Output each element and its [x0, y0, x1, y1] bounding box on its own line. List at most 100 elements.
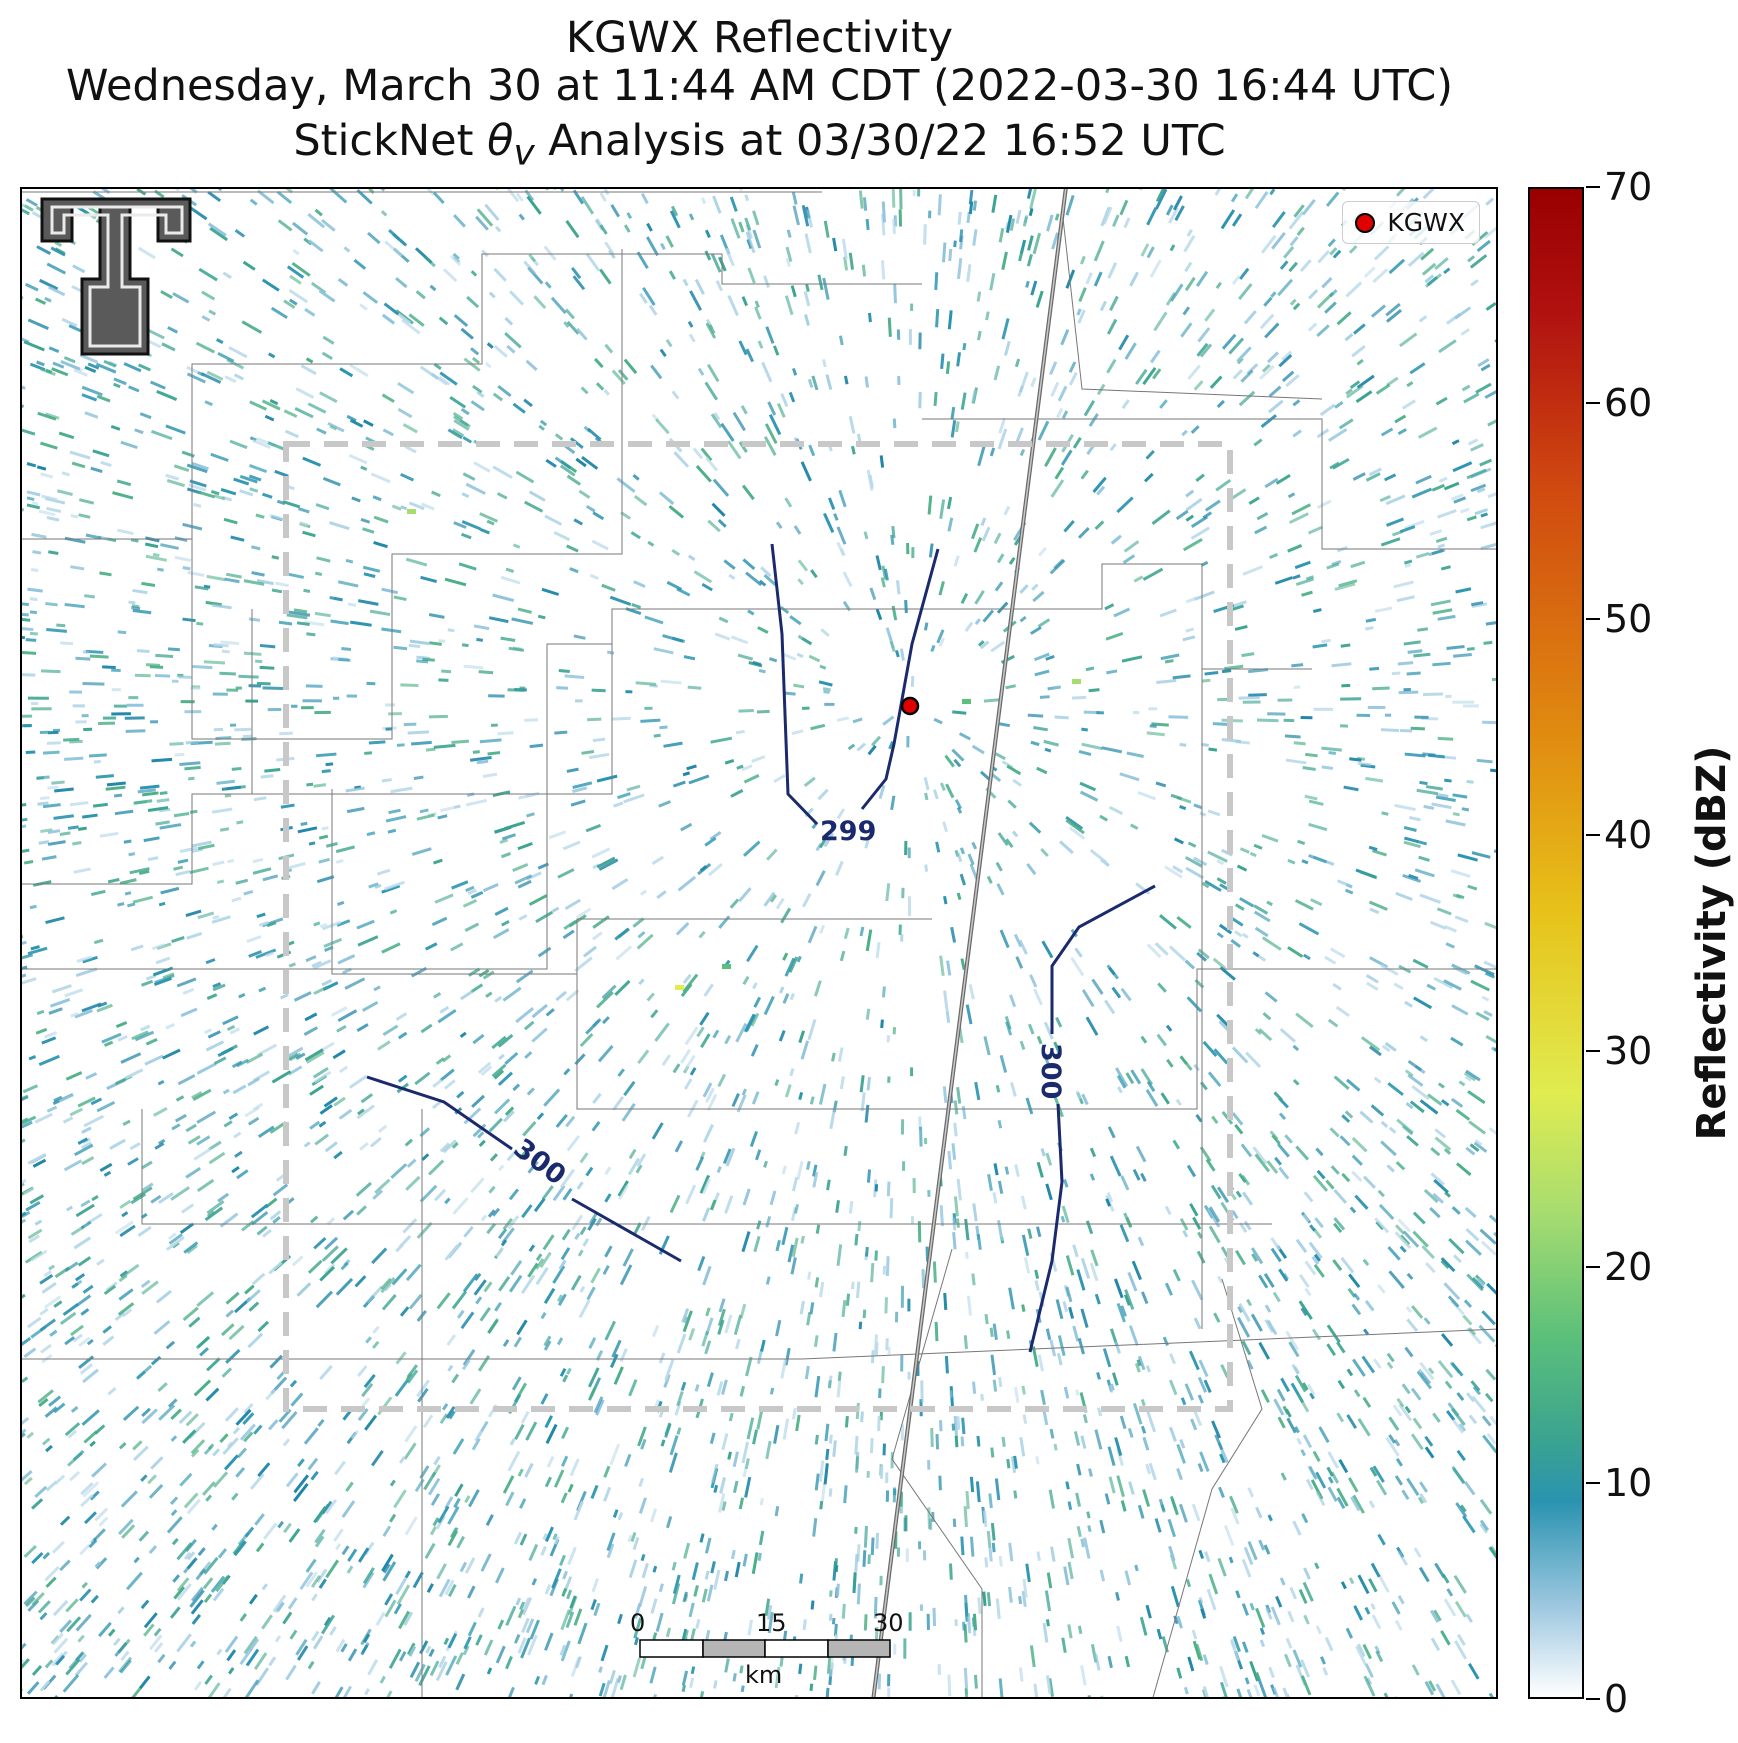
- radar-echo-gate: [148, 1483, 164, 1499]
- radar-echo-gate: [291, 1255, 304, 1267]
- radar-echo-gate: [363, 572, 376, 578]
- radar-echo-gate: [1106, 318, 1118, 335]
- radar-echo-gate: [721, 1432, 729, 1451]
- radar-echo-gate: [38, 1054, 60, 1066]
- radar-echo-gate: [596, 774, 618, 783]
- radar-echo-gate: [1431, 802, 1452, 810]
- radar-echo-gate: [774, 1666, 781, 1689]
- radar-echo-gate: [1387, 1082, 1404, 1096]
- radar-echo-gate: [1184, 1061, 1193, 1071]
- radar-echo-gate: [545, 458, 557, 468]
- radar-echo-gate: [515, 1597, 522, 1606]
- radar-map[interactable]: 299 300 300 KGWX 0 15 30 km: [20, 187, 1498, 1699]
- radar-echo-gate: [798, 1092, 804, 1101]
- radar-echo-gate: [747, 1619, 754, 1636]
- radar-echo-gate: [1281, 350, 1293, 361]
- radar-echo-gate: [162, 972, 175, 980]
- radar-echo-gate: [263, 1522, 278, 1540]
- radar-echo-gate: [54, 787, 74, 793]
- radar-echo-gate: [1213, 1312, 1221, 1323]
- radar-echo-gate: [1378, 1574, 1390, 1593]
- radar-echo-gate: [192, 665, 213, 670]
- radar-echo-gate: [1298, 1300, 1313, 1320]
- radar-echo-gate: [150, 1355, 162, 1366]
- radar-echo-gate: [140, 1160, 153, 1170]
- radar-echo-gate: [372, 1325, 380, 1334]
- radar-echo-gate: [130, 944, 144, 952]
- radar-echo-gate: [1116, 1448, 1124, 1466]
- radar-echo-gate: [26, 496, 35, 502]
- radar-echo-gate: [80, 1220, 92, 1230]
- radar-echo-gate: [167, 326, 179, 334]
- radar-echo-gate: [239, 489, 254, 497]
- radar-echo-gate: [1384, 1042, 1397, 1052]
- radar-echo-gate: [865, 929, 873, 952]
- radar-echo-gate: [1128, 1325, 1139, 1346]
- kgwx-radar-marker[interactable]: [900, 696, 920, 716]
- radar-echo-gate: [259, 665, 275, 670]
- radar-echo-gate: [794, 1694, 799, 1697]
- radar-echo-gate: [219, 671, 236, 676]
- radar-echo-gate: [174, 555, 192, 563]
- radar-echo-gate: [504, 317, 514, 326]
- radar-echo-gate: [467, 967, 481, 977]
- radar-echo-gate: [1027, 1228, 1033, 1239]
- radar-echo-gate: [878, 1388, 882, 1399]
- radar-echo-gate: [1164, 1205, 1172, 1215]
- radar-echo-gate: [875, 608, 883, 621]
- radar-echo-gate: [878, 784, 886, 800]
- radar-echo-gate: [356, 1023, 369, 1033]
- radar-echo-gate: [578, 1299, 591, 1319]
- radar-echo-gate: [1482, 1434, 1496, 1454]
- radar-echo-gate: [473, 461, 491, 473]
- radar-echo-gate: [1398, 1403, 1413, 1422]
- radar-echo-gate: [176, 1542, 193, 1561]
- radar-echo-gate: [789, 1068, 795, 1077]
- radar-echo-gate: [673, 451, 690, 468]
- radar-echo-gate: [387, 828, 397, 834]
- radar-echo-gate: [519, 1601, 526, 1611]
- radar-echo-gate: [648, 1694, 658, 1697]
- radar-echo-gate: [206, 1357, 221, 1372]
- radar-echo-gate: [887, 1674, 891, 1687]
- radar-echo-gate: [1185, 497, 1203, 512]
- radar-echo-gate: [400, 505, 408, 511]
- radar-echo-gate: [444, 577, 467, 587]
- radar-echo-gate: [393, 595, 407, 602]
- radar-echo-gate: [1356, 358, 1364, 366]
- radar-echo-gate: [500, 575, 521, 585]
- radar-echo-gate: [314, 611, 331, 618]
- radar-echo-gate: [1359, 870, 1378, 880]
- radar-echo-gate: [1179, 1439, 1186, 1449]
- radar-echo-gate: [103, 1170, 112, 1177]
- radar-echo-gate: [1441, 1099, 1450, 1107]
- radar-echo-gate: [817, 788, 829, 801]
- radar-echo-gate: [303, 237, 313, 246]
- radar-echo-gate: [1402, 1230, 1420, 1248]
- radar-echo-gate: [1260, 414, 1277, 428]
- radar-echo-gate: [1231, 1210, 1239, 1220]
- radar-echo-gate: [22, 381, 26, 390]
- radar-echo-gate: [1185, 489, 1195, 498]
- radar-echo-gate: [1345, 1627, 1354, 1639]
- radar-echo-gate: [1425, 1262, 1436, 1274]
- radar-echo-gate: [912, 190, 916, 197]
- radar-echo-gate: [113, 382, 121, 389]
- radar-echo-gate: [1022, 1414, 1028, 1424]
- radar-echo-gate: [638, 1497, 647, 1514]
- radar-echo-gate: [674, 1400, 682, 1416]
- radar-echo-gate: [493, 1069, 505, 1080]
- radar-echo-gate: [57, 489, 73, 497]
- radar-echo-gate: [1030, 740, 1040, 747]
- radar-echo-gate: [1240, 1143, 1253, 1158]
- radar-echo-gate: [497, 385, 512, 398]
- radar-echo-gate: [1476, 1277, 1486, 1287]
- radar-echo-gate: [1185, 627, 1195, 633]
- radar-echo-gate: [497, 731, 514, 736]
- radar-echo-gate: [1410, 726, 1425, 731]
- radar-echo-gate: [1485, 620, 1496, 626]
- radar-echo-gate: [303, 1427, 319, 1445]
- radar-echo-gate: [559, 1644, 567, 1656]
- radar-echo-gate: [278, 1408, 292, 1423]
- radar-echo-gate: [875, 942, 881, 959]
